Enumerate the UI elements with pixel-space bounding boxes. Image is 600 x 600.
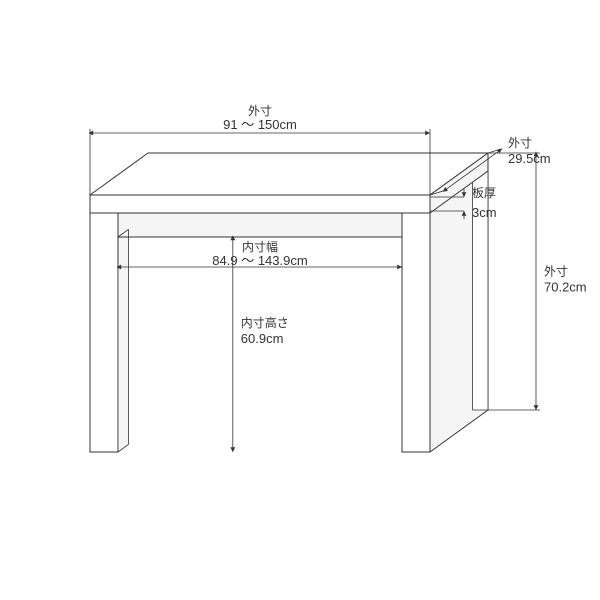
svg-text:外寸: 外寸 [508, 136, 532, 150]
svg-text:60.9cm: 60.9cm [241, 331, 284, 346]
svg-text:板厚: 板厚 [472, 186, 496, 200]
svg-text:外寸: 外寸 [544, 265, 568, 279]
svg-text:内寸高さ: 内寸高さ [241, 315, 289, 330]
svg-text:3cm: 3cm [472, 205, 497, 220]
svg-text:84.9 〜 143.9cm: 84.9 〜 143.9cm [212, 253, 307, 268]
svg-text:91 〜 150cm: 91 〜 150cm [223, 117, 297, 132]
svg-text:外寸: 外寸 [248, 104, 272, 118]
svg-text:内寸幅: 内寸幅 [242, 239, 278, 254]
svg-text:70.2cm: 70.2cm [544, 280, 587, 295]
